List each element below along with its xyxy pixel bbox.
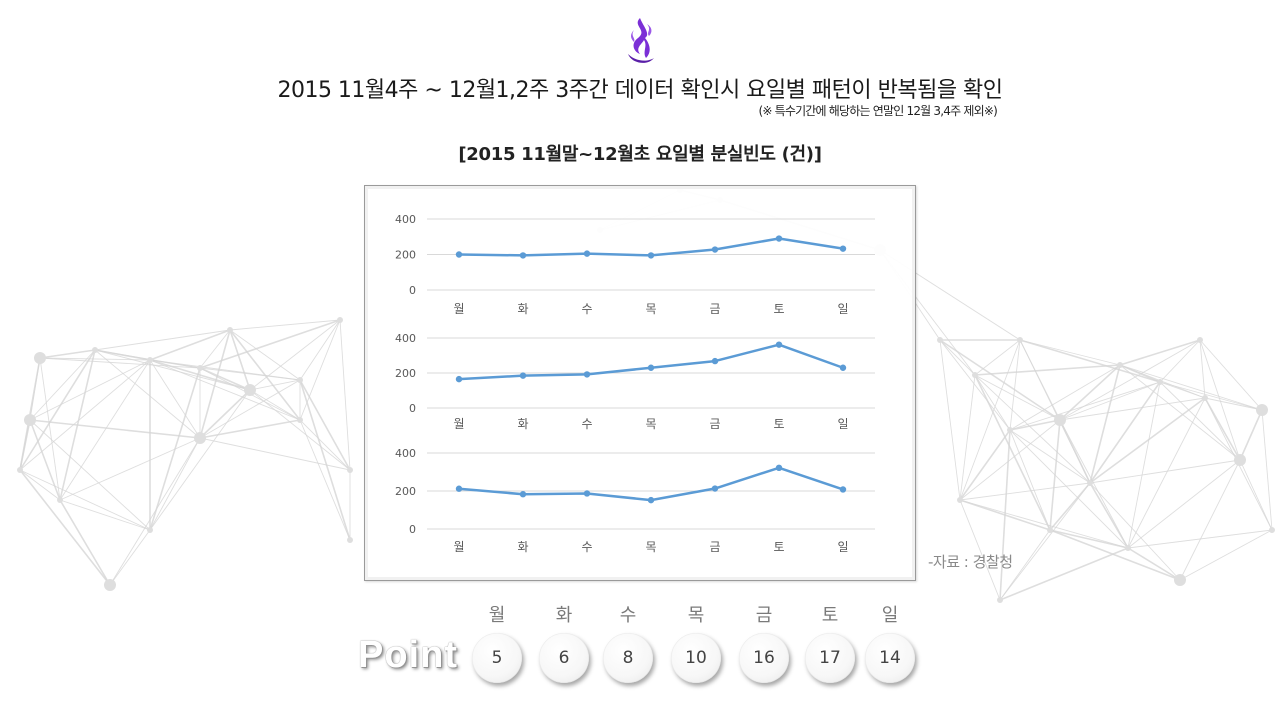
y-tick-label: 0 [409,284,416,297]
data-point [839,486,847,493]
x-tick-label: 금 [709,302,720,316]
data-point [775,464,783,472]
line-chart-2: 0 200 400 월 화 수 목 금 토 일 [395,332,875,431]
data-point [711,485,719,492]
line-chart-3: 0 200 400 월 화 수 목 금 토 일 [395,447,875,554]
x-tick-label: 화 [517,417,528,431]
x-tick-label: 화 [517,302,528,316]
series-line [458,343,844,381]
x-tick-label: 월 [453,540,464,554]
page-title: 2015 11월4주 ~ 12월1,2주 3주간 데이터 확인시 요일별 패턴이… [277,78,1003,103]
data-point [711,357,719,365]
x-tick-label: 수 [581,302,592,316]
point-value-circle: 17 [805,633,855,683]
data-point [775,235,783,242]
data-point [519,252,527,259]
point-value-circle: 10 [671,633,721,683]
point-day-label: 화 [555,605,573,626]
point-day-label: 금 [755,605,773,626]
data-point [647,364,655,371]
chart-frame [364,185,916,581]
x-tick-label: 일 [837,302,848,316]
chart-title: [2015 11월말~12월초 요일별 분실빈도 (건)] [458,144,822,165]
point-label: Point [358,634,458,676]
data-point [519,491,527,498]
x-tick-label: 월 [453,302,464,316]
y-tick-label: 200 [395,485,416,498]
data-point [775,341,783,348]
data-point [519,372,527,379]
x-tick-label: 화 [517,540,528,554]
data-point [455,485,463,492]
point-value-circle: 14 [865,633,915,683]
x-tick-label: 일 [837,417,848,431]
data-point [839,245,847,252]
data-point [455,251,463,258]
x-tick-label: 금 [709,540,720,554]
x-tick-label: 월 [453,417,464,431]
x-tick-label: 목 [645,302,656,316]
y-tick-label: 200 [395,249,416,262]
y-tick-label: 0 [409,523,416,536]
x-tick-label: 일 [837,540,848,554]
exclusion-note: (※ 특수기간에 해당하는 연말인 12월 3,4주 제외※) [758,104,997,118]
line-chart-1: 0 200 400 월 화 수 목 금 토 일 [395,213,875,316]
x-tick-label: 금 [709,417,720,431]
data-point [455,375,463,383]
y-tick-label: 400 [395,213,416,226]
point-day-label: 목 [687,605,705,626]
series-line [458,466,844,502]
point-day-label: 월 [488,605,506,626]
point-day-label: 수 [619,605,637,626]
y-tick-label: 400 [395,447,416,460]
x-tick-label: 토 [773,417,784,431]
point-day-label: 일 [881,605,899,626]
x-tick-label: 목 [645,417,656,431]
point-value-circle: 6 [539,633,589,683]
flame-logo-icon [628,18,654,63]
data-point [583,490,591,497]
y-tick-label: 200 [395,367,416,380]
x-tick-label: 수 [581,540,592,554]
x-tick-label: 목 [645,540,656,554]
data-point [647,252,655,259]
point-value-circle: 5 [472,633,522,683]
point-value-circle: 16 [739,633,789,683]
data-point [583,250,591,257]
x-tick-label: 수 [581,417,592,431]
point-day-label: 토 [821,605,839,626]
x-tick-label: 토 [773,540,784,554]
data-point [647,496,655,504]
point-value-circle: 8 [603,633,653,683]
data-source: -자료 : 경찰청 [928,553,1013,571]
data-point [839,364,847,371]
data-point [583,371,591,378]
data-point [711,246,719,253]
x-tick-label: 토 [773,302,784,316]
y-tick-label: 400 [395,332,416,345]
y-tick-label: 0 [409,402,416,415]
